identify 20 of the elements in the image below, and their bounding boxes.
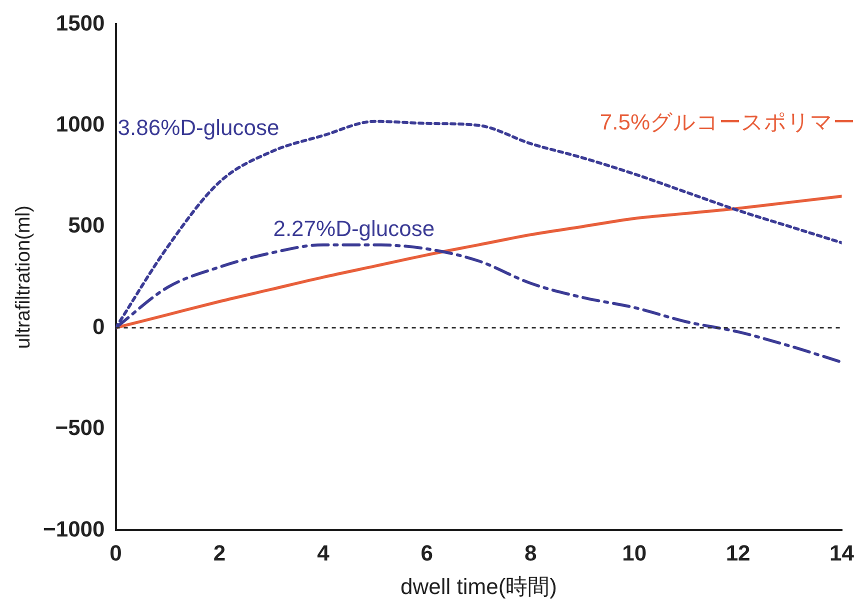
y-tick-label: 1000: [56, 111, 105, 136]
y-tick-label: 0: [92, 314, 105, 339]
y-tick-label: −500: [55, 415, 105, 440]
series-label: 3.86%D-glucose: [118, 114, 280, 140]
x-tick-label: 0: [110, 540, 122, 566]
x-tick-label: 4: [317, 540, 330, 566]
x-axis-title: dwell time(時間): [400, 574, 558, 599]
x-tick-label: 14: [830, 540, 855, 566]
x-tick-label: 8: [524, 540, 537, 566]
y-axis-title: ultrafiltration(ml): [12, 206, 35, 349]
x-tick-label: 10: [622, 540, 647, 566]
y-tick-label: 500: [68, 212, 105, 238]
text: 7.5%グルコースポリマー: [600, 109, 856, 134]
line-series: [116, 194, 842, 330]
x-tick-label: 12: [726, 540, 750, 566]
y-tick-label: −1000: [42, 516, 105, 542]
y-tick-label: 1500: [56, 10, 105, 36]
series-label: 2.27%D-glucose: [273, 216, 435, 241]
x-tick-label: 2: [213, 540, 226, 566]
x-tick-label: 6: [420, 540, 434, 566]
